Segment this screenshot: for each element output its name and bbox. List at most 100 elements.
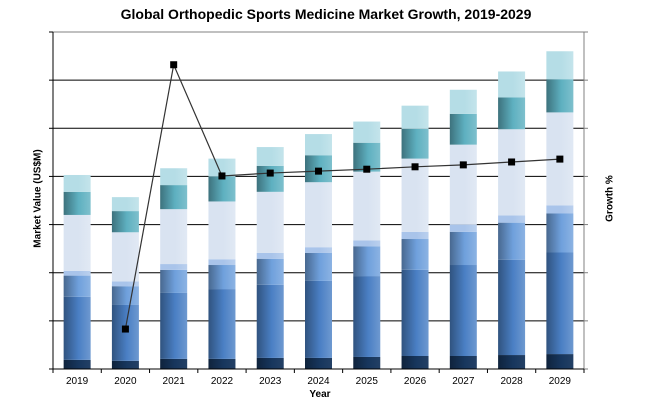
bar-segment-2023-3 — [256, 258, 284, 285]
bar-segment-2024-1 — [305, 357, 332, 369]
x-tick-label-2026: 2026 — [404, 376, 427, 387]
bar-segment-2027-4 — [449, 224, 477, 232]
bar-segment-2026-3 — [401, 239, 429, 270]
bar-segment-2022-4 — [208, 259, 236, 266]
bar-segment-2021-4 — [160, 264, 188, 270]
growth-point-2023 — [266, 169, 274, 177]
bar-segment-2024-7 — [305, 134, 332, 156]
bar-segment-2024-4 — [305, 247, 332, 253]
bar-segment-2020-6 — [111, 211, 139, 233]
bar-segment-2020-5 — [111, 232, 139, 282]
x-tick-labels: 2019 2020 2021 2022 2023 2024 2025 2026 2027 2028… — [66, 376, 571, 387]
bar-segment-2023-7 — [256, 147, 284, 166]
bar-segment-2022-3 — [208, 265, 236, 290]
x-tick-label-2021: 2021 — [163, 376, 186, 387]
bar-segment-2019-3 — [63, 275, 91, 297]
bar-segment-2027-1 — [449, 356, 477, 369]
axes — [49, 31, 588, 373]
bar-segment-2025-3 — [353, 246, 381, 277]
bar-segment-2021-3 — [160, 269, 188, 293]
bar-segment-2019-5 — [63, 214, 91, 271]
bar-segment-2021-2 — [160, 292, 188, 359]
bar-segment-2020-7 — [111, 197, 139, 212]
growth-point-2025 — [363, 165, 371, 173]
bar-segment-2028-1 — [498, 355, 526, 369]
bar-segment-2027-6 — [449, 113, 477, 145]
x-tick-label-2025: 2025 — [356, 376, 379, 387]
bar-segment-2028-4 — [498, 215, 526, 223]
bar-segment-2026-2 — [401, 269, 429, 357]
chart-title: Global Orthopedic Sports Medicine Market… — [120, 6, 532, 22]
bar-segment-2027-2 — [449, 265, 477, 357]
bar-segment-2027-5 — [449, 144, 477, 225]
growth-point-2026 — [411, 163, 419, 171]
bar-segment-2020-4 — [111, 281, 139, 287]
bar-segment-2022-1 — [208, 358, 236, 369]
bar-segment-2027-7 — [449, 89, 477, 114]
growth-point-2021 — [170, 61, 178, 69]
bar-segment-2019-7 — [63, 174, 91, 192]
bar-segment-2029-7 — [546, 51, 574, 80]
bar-segment-2028-3 — [498, 222, 526, 260]
bar-segment-2028-7 — [498, 71, 526, 98]
x-tick-label-2028: 2028 — [500, 376, 523, 387]
growth-line — [121, 61, 564, 333]
growth-point-2022 — [218, 172, 226, 180]
bar-segment-2021-1 — [160, 358, 188, 369]
bar-segment-2019-1 — [63, 359, 91, 369]
bar-segment-2029-1 — [546, 354, 574, 369]
x-axis-label: Year — [309, 389, 331, 400]
bar-segment-2022-2 — [208, 289, 236, 359]
bar-segment-2025-4 — [353, 240, 381, 247]
growth-line-path — [124, 62, 560, 330]
bar-segment-2022-5 — [208, 201, 236, 260]
bar-segment-2026-7 — [401, 105, 429, 129]
bars — [63, 51, 574, 369]
bar-segment-2019-6 — [63, 191, 91, 215]
x-tick-label-2024: 2024 — [307, 376, 330, 387]
bar-segment-2025-7 — [353, 121, 381, 143]
x-tick-label-2029: 2029 — [549, 376, 572, 387]
bar-segment-2029-3 — [546, 213, 574, 253]
bar-segment-2019-2 — [63, 296, 91, 360]
x-tick-label-2022: 2022 — [211, 376, 234, 387]
bar-segment-2021-6 — [160, 185, 188, 210]
bar-segment-2023-1 — [256, 357, 284, 369]
x-tick-label-2019: 2019 — [66, 376, 89, 387]
bar-segment-2025-5 — [353, 171, 381, 241]
growth-point-2027 — [459, 161, 467, 169]
bar-segment-2026-5 — [401, 158, 429, 232]
bar-segment-2021-7 — [160, 168, 188, 186]
bar-segment-2019-4 — [63, 270, 91, 276]
bar-segment-2020-2 — [111, 304, 139, 361]
bar-segment-2029-4 — [546, 205, 574, 214]
bar-segment-2025-1 — [353, 356, 381, 369]
x-tick-label-2020: 2020 — [114, 376, 137, 387]
bar-segment-2028-5 — [498, 129, 526, 216]
bar-segment-2029-2 — [546, 252, 574, 355]
bar-segment-2028-6 — [498, 97, 526, 130]
bar-segment-2027-3 — [449, 231, 477, 266]
bar-segment-2024-3 — [305, 252, 332, 281]
bar-segment-2026-6 — [401, 128, 429, 159]
bar-segment-2025-2 — [353, 276, 381, 357]
bar-segment-2021-5 — [160, 209, 188, 265]
bar-segment-2024-5 — [305, 182, 332, 248]
bar-segment-2023-4 — [256, 252, 284, 259]
bar-segment-2026-1 — [401, 356, 429, 369]
bar-segment-2020-1 — [111, 360, 139, 369]
bar-segment-2023-2 — [256, 284, 284, 358]
growth-point-2020 — [121, 325, 129, 333]
bar-segment-2022-6 — [208, 176, 236, 202]
x-tick-label-2027: 2027 — [452, 376, 475, 387]
growth-point-2029 — [556, 155, 564, 163]
bar-segment-2020-3 — [111, 286, 139, 305]
bar-segment-2029-6 — [546, 79, 574, 113]
bar-segment-2024-2 — [305, 280, 332, 358]
growth-point-2028 — [508, 158, 516, 166]
x-tick-label-2023: 2023 — [259, 376, 282, 387]
growth-point-2024 — [315, 167, 322, 175]
bar-segment-2022-7 — [208, 158, 236, 177]
bar-segment-2028-2 — [498, 259, 526, 356]
